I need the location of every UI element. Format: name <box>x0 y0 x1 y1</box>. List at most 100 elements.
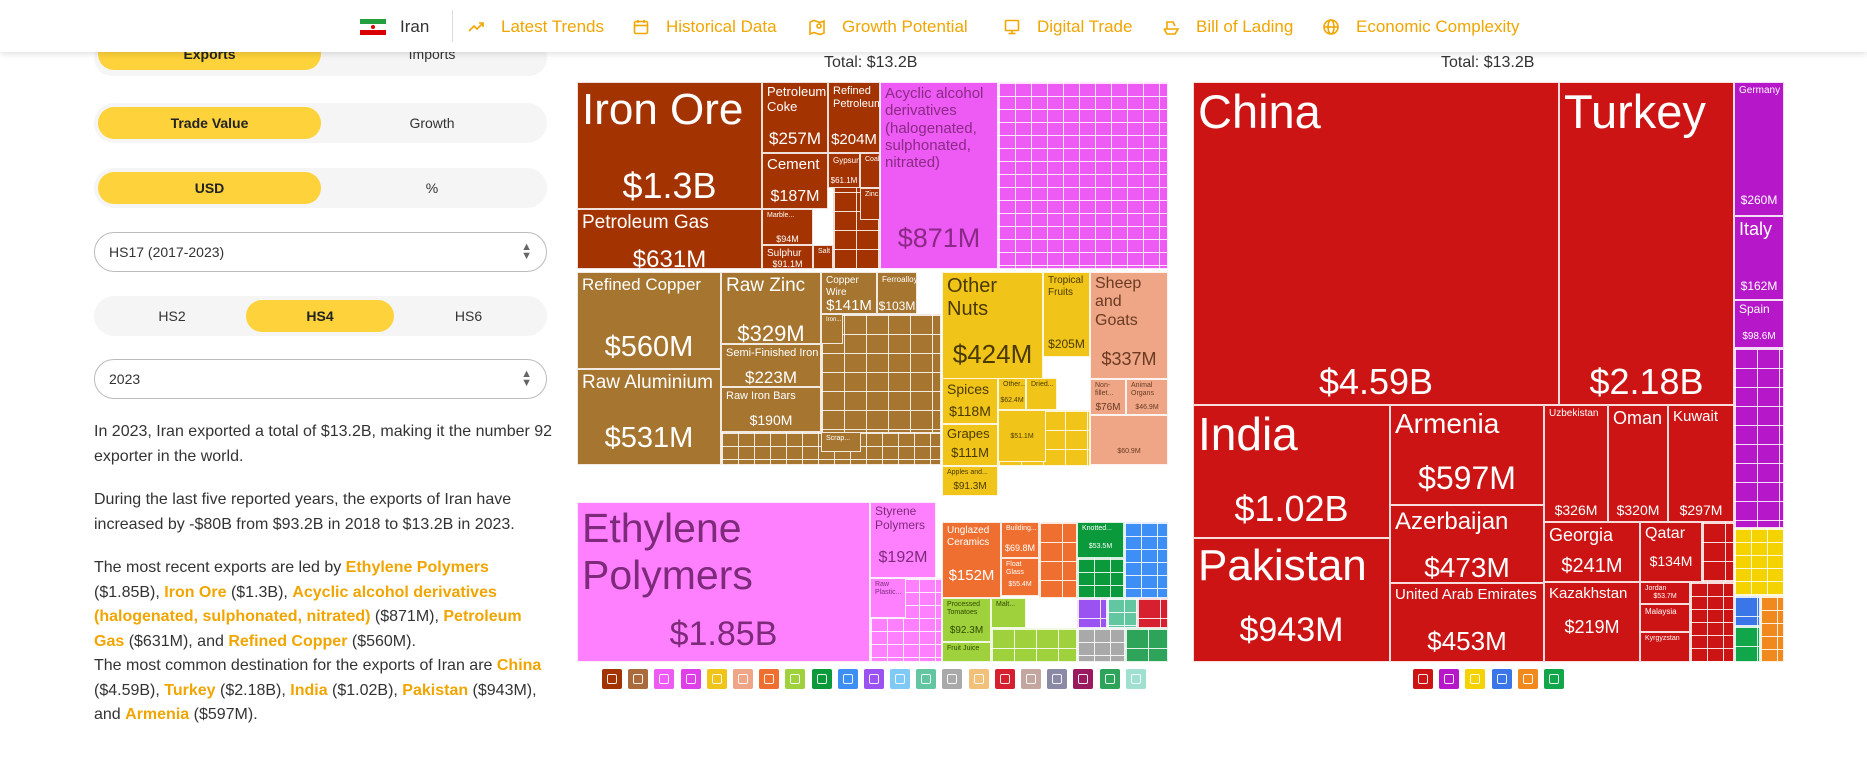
nav-economic-complexity[interactable]: Economic Complexity <box>1322 15 1519 39</box>
treemap-tile[interactable]: Turkey $2.18B <box>1559 82 1734 405</box>
legend-category-icon[interactable] <box>1543 669 1564 689</box>
legend-category-icon[interactable] <box>837 669 858 689</box>
nav-latest-trends[interactable]: Latest Trends <box>467 15 604 39</box>
legend-category-icon[interactable] <box>1439 669 1460 689</box>
link-pakistan[interactable]: Pakistan <box>402 681 469 699</box>
link-ethylene-polymers[interactable]: Ethylene Polymers <box>345 559 489 576</box>
treemap-tile[interactable]: Float Glass $55.4M <box>1001 558 1039 596</box>
legend-category-icon[interactable] <box>785 669 806 689</box>
treemap-tile[interactable]: $60.9M <box>1090 415 1168 465</box>
legend-category-icon[interactable] <box>890 669 911 689</box>
legend-category-icon[interactable] <box>994 669 1015 689</box>
treemap-tile[interactable]: Petroleum Coke $257M <box>762 82 828 153</box>
treemap-tile[interactable]: Petroleum Gas $631M <box>577 209 762 269</box>
legend-category-icon[interactable] <box>1413 669 1433 689</box>
treemap-tile[interactable]: Qatar $134M <box>1640 522 1702 582</box>
link-armenia[interactable]: Armenia <box>125 706 190 723</box>
treemap-tile[interactable]: Sheep and Goats $337M <box>1090 272 1168 379</box>
legend-category-icon[interactable] <box>654 669 675 689</box>
legend-category-icon[interactable] <box>759 669 780 689</box>
legend-category-icon[interactable] <box>811 669 832 689</box>
treemap-tile[interactable]: Uzbekistan $326M <box>1544 405 1608 522</box>
legend-category-icon[interactable] <box>1021 669 1041 689</box>
hs6-option[interactable]: HS6 <box>454 308 483 324</box>
treemap-tile[interactable]: Semi-Finished Iron $223M <box>721 344 821 387</box>
legend-category-icon[interactable] <box>732 669 753 689</box>
small-tiles-block[interactable] <box>1734 596 1760 626</box>
treemap-tile[interactable]: Cement $187M <box>762 153 828 209</box>
legend-category-icon[interactable] <box>1465 669 1486 689</box>
treemap-tile[interactable]: Iron... <box>821 314 843 344</box>
treemap-tile[interactable]: Raw Aluminium $531M <box>577 369 721 465</box>
link-iron-ore[interactable]: Iron Ore <box>164 583 227 601</box>
treemap-tile[interactable]: Building... $69.8M <box>1001 522 1039 558</box>
treemap-tile[interactable]: Other... $62.4M <box>998 378 1026 410</box>
treemap-tile[interactable]: Germany $260M <box>1734 82 1784 216</box>
treemap-tile[interactable]: Zinc... <box>860 188 880 220</box>
legend-category-icon[interactable] <box>1125 669 1146 689</box>
treemap-tile[interactable]: Spices $118M <box>942 378 998 424</box>
small-tiles-block[interactable] <box>1125 628 1168 662</box>
treemap-tile[interactable]: Gypsum $61.1M <box>828 153 860 188</box>
treemap-tile[interactable]: China $4.59B <box>1193 82 1559 405</box>
treemap-tile[interactable]: Armenia $597M <box>1390 405 1544 505</box>
treemap-tile[interactable]: Tropical Fruits $205M <box>1043 272 1090 357</box>
small-tiles-block[interactable] <box>1107 598 1137 628</box>
treemap-tile[interactable]: Fruit Juice <box>942 642 991 662</box>
treemap-tile[interactable]: India $1.02B <box>1193 405 1390 538</box>
legend-category-icon[interactable] <box>1491 669 1512 689</box>
treemap-tile[interactable]: Sulphur $91.1M <box>762 245 813 269</box>
treemap-tile[interactable]: Copper Wire $141M <box>821 272 877 314</box>
small-tiles-block[interactable] <box>1077 628 1125 662</box>
treemap-tile[interactable]: Other Nuts $424M <box>942 272 1043 390</box>
treemap-tile[interactable]: Unglazed Ceramics $152M <box>942 522 1001 598</box>
year-select[interactable]: 2023 ▲ ▼ <box>94 359 547 399</box>
nav-historical-data[interactable]: Historical Data <box>632 15 777 39</box>
treemap-tile[interactable]: Georgia $241M <box>1544 522 1640 582</box>
treemap-tile[interactable]: Italy $162M <box>1734 216 1784 300</box>
usd-option[interactable]: USD <box>98 172 321 204</box>
legend-category-icon[interactable] <box>706 669 727 689</box>
treemap-tile[interactable]: Grapes $111M <box>942 424 998 466</box>
small-tiles-block[interactable] <box>1124 522 1168 598</box>
treemap-tile[interactable]: Raw Zinc $329M <box>721 272 821 344</box>
link-india[interactable]: India <box>290 681 328 699</box>
treemap-tile[interactable]: Kazakhstan $219M <box>1544 582 1640 662</box>
legend-category-icon[interactable] <box>1517 669 1538 689</box>
legend-category-icon[interactable] <box>1047 669 1068 689</box>
treemap-tile[interactable]: Raw Plastic... <box>870 578 906 618</box>
treemap-tile[interactable]: Non-fillet... $76M <box>1090 379 1126 415</box>
small-tiles-block[interactable] <box>1760 596 1784 662</box>
link-china[interactable]: China <box>496 657 542 674</box>
treemap-tile[interactable]: $51.1M <box>998 410 1046 462</box>
treemap-tile[interactable]: Acyclic alcohol derivatives (halogenated… <box>880 82 998 269</box>
treemap-tile[interactable]: Coal... <box>860 153 880 188</box>
treemap-tile[interactable]: Oman $320M <box>1608 405 1668 522</box>
treemap-tile[interactable]: Malaysia <box>1640 604 1690 632</box>
treemap-tile[interactable]: Raw Iron Bars $190M <box>721 387 821 432</box>
classification-select[interactable]: HS17 (2017-2023) ▲ ▼ <box>94 232 547 272</box>
treemap-tile[interactable]: United Arab Emirates $453M <box>1390 583 1544 662</box>
treemap-tile[interactable]: Marble... $94M <box>762 209 813 245</box>
legend-category-icon[interactable] <box>916 669 937 689</box>
legend-category-icon[interactable] <box>968 669 989 689</box>
treemap-tile[interactable]: Azerbaijan $473M <box>1390 505 1544 583</box>
link-acyclic-alcohol[interactable]: Acyclic alcohol derivatives (halogenated… <box>94 583 497 626</box>
treemap-tile[interactable]: Ferroalloys $103M <box>877 272 917 314</box>
legend-category-icon[interactable] <box>942 669 963 689</box>
small-tiles-block[interactable] <box>1734 348 1784 528</box>
link-petroleum-gas[interactable]: Petroleum Gas <box>94 608 522 650</box>
legend-category-icon[interactable] <box>863 669 884 689</box>
legend-category-icon[interactable] <box>1099 669 1120 689</box>
treemap-tile[interactable]: Pakistan $943M <box>1193 538 1390 662</box>
hs2-option[interactable]: HS2 <box>158 308 186 324</box>
country-selector[interactable]: Iran <box>360 16 429 38</box>
treemap-tile[interactable]: Animal Organs $46.9M <box>1126 379 1168 415</box>
small-tiles-block[interactable] <box>1702 522 1734 582</box>
legend-category-icon[interactable] <box>602 669 622 689</box>
nav-growth-potential[interactable]: Growth Potential <box>808 15 968 39</box>
small-tiles-block[interactable] <box>991 628 1077 662</box>
treemap-tile[interactable]: Spain $98.6M <box>1734 300 1784 348</box>
treemap-tile[interactable]: Refined Petroleum $204M <box>828 82 880 153</box>
hs4-option[interactable]: HS4 <box>246 300 394 332</box>
